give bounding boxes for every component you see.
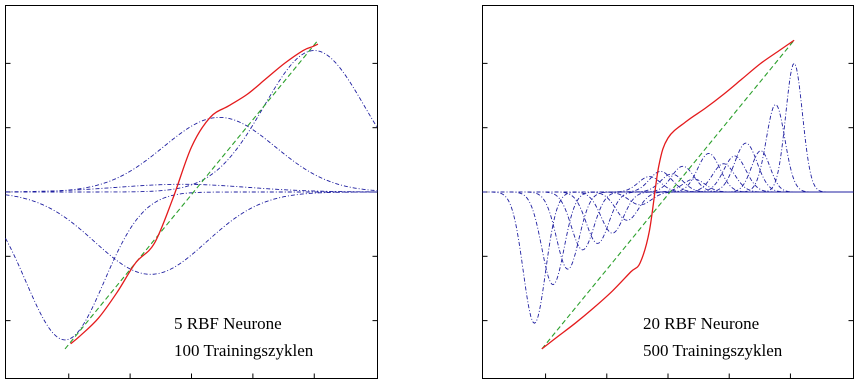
target-line-left <box>64 39 319 350</box>
basis-curve-17 <box>482 150 854 193</box>
target-line <box>64 39 319 350</box>
target-line <box>541 39 795 350</box>
basis-curve-1 <box>482 191 854 286</box>
tick-marks-left <box>5 62 378 379</box>
basis-curve-2 <box>5 183 378 193</box>
basis-curve-10 <box>482 173 854 193</box>
output-curve-right <box>541 39 795 350</box>
basis-curve-4 <box>482 191 854 244</box>
basis-curve-16 <box>482 142 854 193</box>
basis-curve-3 <box>482 191 854 251</box>
basis-curves-left <box>5 50 378 341</box>
basis-curve-6 <box>482 191 854 221</box>
basis-curve-3 <box>5 116 378 193</box>
basis-curve-19 <box>482 62 854 193</box>
basis-curve-14 <box>482 163 854 193</box>
target-line-right <box>541 39 795 350</box>
basis-curve-2 <box>482 191 854 270</box>
output-curve-left <box>70 43 319 345</box>
chart-panel-right: 20 RBF Neurone 500 Trainingszyklen <box>482 5 854 379</box>
basis-curve-5 <box>482 191 854 234</box>
annotation-neurons-left: 5 RBF Neurone <box>174 314 282 333</box>
annotation-cycles-right: 500 Trainingszyklen <box>643 341 783 360</box>
basis-curve-11 <box>482 165 854 193</box>
basis-curve-8 <box>482 176 854 193</box>
basis-curve-15 <box>482 155 854 193</box>
basis-curve-18 <box>482 104 854 193</box>
basis-curve-1 <box>5 191 378 275</box>
chart-panel-left: 5 RBF Neurone 100 Trainingszyklen <box>5 5 378 379</box>
basis-curve-13 <box>482 152 854 193</box>
annotation-neurons-right: 20 RBF Neurone <box>643 314 759 333</box>
output-curve <box>541 39 795 350</box>
basis-curve-4 <box>5 50 378 193</box>
annotation-cycles-left: 100 Trainingszyklen <box>174 341 314 360</box>
basis-curve-0 <box>482 191 854 324</box>
output-curve <box>70 43 319 345</box>
basis-curves-right <box>482 62 854 324</box>
basis-curve-0 <box>5 191 378 341</box>
